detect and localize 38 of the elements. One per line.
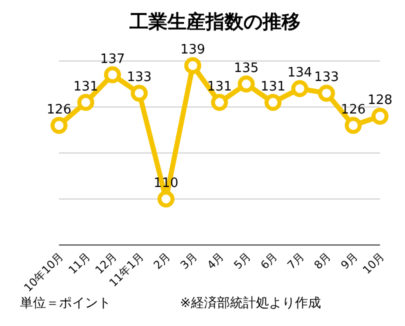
x-tick-label: 5月 [231,250,254,272]
data-label: 137 [100,52,125,67]
point [50,116,68,134]
point [158,190,174,208]
x-tick-label: 7月 [284,250,307,272]
point [211,94,228,111]
x-tick-label: 10月 [360,250,388,277]
point [77,94,94,111]
point [184,57,202,74]
x-tick-label: 6月 [258,250,280,272]
data-label: 133 [314,70,339,86]
data-label: 131 [260,79,286,94]
x-tick-label: 3月 [178,250,200,272]
point [130,84,148,102]
data-label: 131 [73,79,98,94]
point [318,84,335,102]
point [238,76,255,92]
x-tick-label: 9月 [338,250,360,272]
data-label: 126 [340,102,366,118]
text: 単位＝ポイント [20,296,111,311]
x-tick-label: 2月 [151,250,174,272]
x-tick-label: 4月 [204,250,227,272]
data-label: 134 [287,66,312,81]
data-label: 135 [234,61,259,76]
data-label: 133 [126,70,152,86]
data-label: 139 [180,42,206,58]
point [291,80,308,98]
x-tick-label: 8月 [312,250,334,272]
text: ※経済部統計処より作成 [180,295,321,311]
point [344,116,362,134]
point [372,108,388,125]
data-label: 128 [368,93,392,108]
chart-title: 工業生産指数の推移 [128,11,300,33]
point [264,94,282,111]
x-tick-label: 11月 [66,250,93,277]
x-tick-label: 10年10月 [22,250,66,294]
data-label: 126 [46,102,72,118]
point [104,66,121,84]
